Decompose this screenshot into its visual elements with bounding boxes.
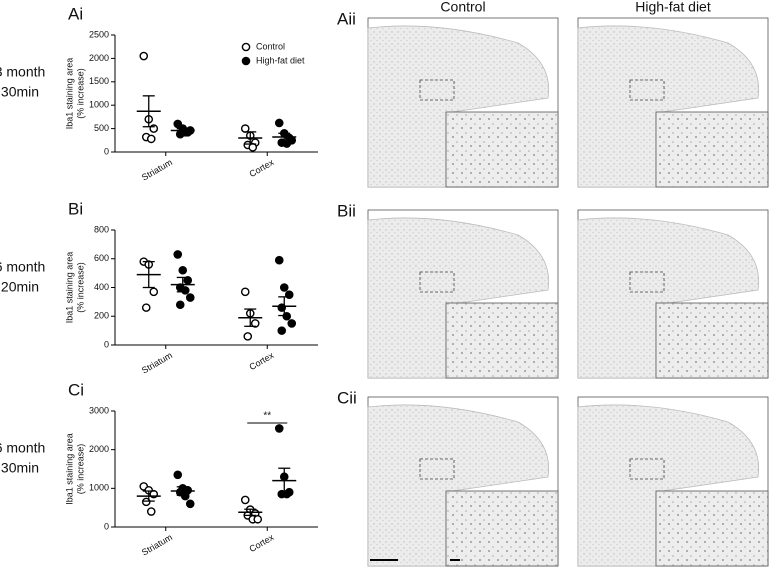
y-axis-label: Iba1 staining area — [64, 433, 74, 505]
inset — [445, 302, 559, 379]
y-tick-label: 0 — [104, 339, 109, 349]
y-tick-label: 1000 — [89, 100, 109, 110]
panel-label: Ci — [68, 380, 84, 399]
data-point — [178, 265, 188, 275]
column-header: High-fat diet — [635, 0, 711, 15]
data-point — [240, 287, 250, 297]
x-tick-label: Striatum — [140, 532, 174, 557]
brain-section — [577, 404, 760, 567]
data-point — [141, 303, 151, 312]
panel-label: Bi — [68, 199, 83, 218]
x-tick-label: Striatum — [140, 350, 174, 375]
brain-section — [577, 217, 760, 379]
roi-box — [419, 79, 455, 101]
data-point — [185, 499, 195, 509]
y-tick-label: 600 — [94, 253, 109, 263]
column-header: Control — [440, 0, 485, 15]
panel-label: Aii — [337, 9, 356, 28]
data-point — [243, 332, 253, 341]
y-tick-label: 200 — [94, 311, 109, 321]
data-point — [274, 424, 284, 433]
data-point — [185, 293, 195, 302]
y-axis-label: (% increase) — [75, 444, 85, 495]
roi-box — [629, 458, 665, 480]
brain-section — [577, 25, 760, 188]
data-point — [287, 319, 297, 328]
data-point — [248, 143, 258, 152]
data-point — [141, 497, 151, 507]
y-tick-label: 1500 — [89, 76, 109, 86]
roi-box — [419, 271, 455, 293]
inset — [445, 111, 559, 188]
significance-label: ** — [263, 411, 271, 422]
data-point — [282, 311, 292, 321]
data-point — [146, 134, 156, 144]
y-tick-label: 500 — [94, 123, 109, 133]
panel-label: Ai — [68, 4, 83, 23]
x-tick-label: Cortex — [247, 350, 275, 372]
panel-label: Cii — [337, 388, 357, 407]
y-tick-label: 400 — [94, 282, 109, 292]
roi-box — [629, 79, 665, 101]
brain-section — [367, 217, 550, 379]
data-point — [240, 495, 250, 505]
y-axis-label: (% increase) — [75, 262, 85, 313]
y-tick-label: 1000 — [89, 483, 109, 493]
x-tick-label: Striatum — [140, 157, 174, 182]
roi-box — [419, 458, 455, 480]
data-point — [175, 300, 185, 310]
x-tick-label: Cortex — [247, 157, 275, 179]
y-tick-label: 800 — [94, 224, 109, 234]
data-point — [173, 119, 183, 129]
brain-section — [367, 25, 550, 188]
data-point — [279, 283, 289, 292]
inset — [655, 111, 769, 188]
data-point — [253, 514, 263, 524]
data-point — [139, 51, 149, 61]
row-label: 6 month — [0, 259, 45, 275]
row-label: 30min — [1, 84, 39, 100]
x-tick-label: Cortex — [247, 532, 275, 554]
y-axis-label: Iba1 staining area — [64, 58, 74, 130]
legend-marker — [241, 42, 251, 52]
data-point — [274, 118, 284, 128]
roi-box — [629, 271, 665, 293]
legend-label: High-fat diet — [256, 55, 305, 65]
y-axis-label: Iba1 staining area — [64, 252, 74, 324]
legend-marker — [241, 56, 251, 66]
inset — [655, 302, 769, 379]
data-point — [180, 491, 190, 501]
y-tick-label: 0 — [104, 146, 109, 156]
data-point — [250, 319, 260, 328]
data-point — [240, 124, 250, 133]
data-point — [149, 287, 159, 297]
panel-label: Bii — [337, 201, 356, 220]
data-point — [277, 326, 287, 335]
legend-label: Control — [256, 41, 285, 51]
y-tick-label: 2000 — [89, 444, 109, 454]
row-label: 30min — [1, 460, 39, 476]
data-point — [173, 470, 183, 480]
y-tick-label: 2500 — [89, 29, 109, 39]
data-point — [173, 250, 183, 259]
inset — [445, 490, 559, 567]
y-tick-label: 2000 — [89, 53, 109, 63]
y-axis-label: (% increase) — [75, 68, 85, 119]
y-tick-label: 3000 — [89, 405, 109, 415]
data-point — [274, 255, 284, 265]
row-label: 6 month — [0, 440, 45, 456]
row-label: 3 month — [0, 64, 45, 80]
inset — [655, 490, 769, 567]
y-tick-label: 0 — [104, 521, 109, 531]
row-label: 20min — [1, 279, 39, 295]
data-point — [146, 507, 156, 516]
brain-section — [367, 404, 550, 567]
